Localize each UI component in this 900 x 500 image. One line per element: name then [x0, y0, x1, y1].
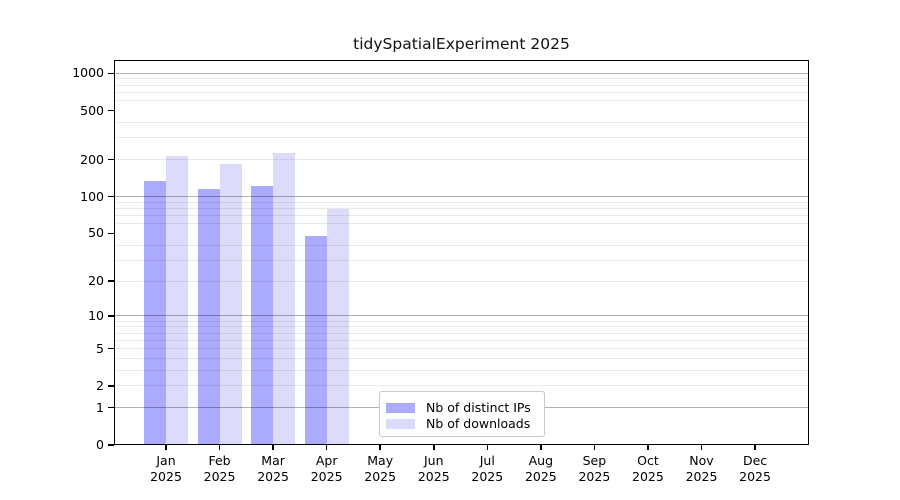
y-axis-label: 0 — [96, 437, 104, 452]
gridline-decade — [115, 315, 808, 317]
bar-distinct-ips — [197, 188, 220, 444]
x-axis-tick — [486, 445, 489, 450]
x-axis-label: Dec 2025 — [739, 453, 771, 484]
y-axis-label: 100 — [80, 188, 104, 204]
y-axis-label: 10 — [88, 307, 104, 323]
legend-item-downloads: Nb of downloads — [386, 416, 534, 431]
y-axis-tick — [108, 232, 114, 235]
bar-downloads — [219, 163, 242, 444]
gridline-minor — [115, 215, 808, 217]
x-axis-label: Oct 2025 — [632, 453, 664, 484]
x-axis-tick — [593, 445, 596, 450]
legend-item-distinct-ips: Nb of distinct IPs — [386, 400, 534, 415]
gridline-minor — [115, 244, 808, 246]
x-axis-tick — [272, 445, 274, 450]
x-axis-tick — [647, 445, 649, 450]
gridline-minor — [115, 201, 808, 203]
gridline-minor — [115, 159, 808, 161]
gridline-minor — [115, 208, 808, 210]
y-axis-tick — [108, 195, 114, 198]
x-axis-tick — [165, 445, 167, 450]
legend-label-downloads: Nb of downloads — [426, 416, 531, 431]
gridline-minor — [115, 348, 808, 350]
gridline-minor — [115, 385, 808, 387]
bar-distinct-ips — [304, 235, 327, 444]
gridline-minor — [115, 280, 808, 282]
x-axis-label: Jul 2025 — [471, 453, 504, 484]
x-axis-tick — [433, 445, 435, 450]
x-axis-tick — [218, 445, 221, 450]
y-axis-label: 500 — [80, 102, 104, 118]
x-axis-label: Nov 2025 — [685, 453, 718, 484]
y-axis-tick — [108, 158, 114, 161]
gridline-minor — [115, 122, 808, 124]
x-axis-tick — [754, 445, 756, 450]
gridline-minor — [115, 326, 808, 328]
x-axis-label: Sep 2025 — [578, 453, 611, 484]
y-axis-label: 1 — [96, 399, 104, 415]
y-axis-label: 50 — [88, 225, 104, 241]
gridline-minor — [115, 320, 808, 322]
x-axis-label: Apr 2025 — [310, 453, 343, 484]
x-axis-label: Feb 2025 — [203, 453, 236, 484]
legend-label-distinct-ips: Nb of distinct IPs — [426, 400, 531, 415]
x-axis-label: Jun 2025 — [417, 453, 450, 484]
gridline-minor — [115, 78, 808, 80]
legend: Nb of distinct IPs Nb of downloads — [379, 391, 545, 437]
x-axis-tick — [379, 445, 381, 450]
bar-distinct-ips — [144, 181, 166, 444]
x-axis-label: Aug 2025 — [524, 453, 557, 484]
y-axis-label: 20 — [88, 273, 104, 289]
y-axis-tick — [108, 72, 114, 75]
bar-downloads — [326, 208, 349, 444]
y-axis-tick — [108, 385, 114, 387]
x-axis-tick — [325, 445, 328, 450]
y-axis-label: 1000 — [72, 65, 104, 81]
gridline-decade — [115, 72, 808, 74]
y-axis-label: 200 — [80, 151, 104, 167]
gridline-decade — [115, 196, 808, 198]
y-axis-tick — [108, 406, 114, 409]
x-axis-label: May 2025 — [364, 453, 397, 484]
gridline-minor — [115, 100, 808, 102]
x-axis-label: Mar 2025 — [257, 453, 289, 484]
y-axis-label: 2 — [96, 377, 104, 393]
y-axis-tick — [108, 109, 114, 112]
y-axis-tick — [108, 347, 114, 350]
gridline-minor — [115, 357, 808, 359]
x-axis-tick — [700, 445, 703, 450]
legend-swatch-distinct-ips — [386, 402, 415, 413]
bar-distinct-ips — [251, 186, 274, 444]
gridline-minor — [115, 339, 808, 341]
x-axis-tick — [540, 445, 542, 450]
gridline-minor — [115, 223, 808, 225]
y-axis-tick — [108, 280, 114, 282]
y-axis-tick — [108, 315, 114, 317]
plot-area — [114, 60, 809, 445]
gridline-minor — [115, 259, 808, 261]
bar-downloads — [273, 153, 296, 444]
legend-swatch-downloads — [386, 418, 415, 429]
bar-downloads — [166, 155, 188, 444]
chart-title: tidySpatialExperiment 2025 — [353, 35, 570, 53]
x-axis-label: Jan 2025 — [150, 453, 182, 484]
gridline-minor — [115, 137, 808, 139]
gridline-minor — [115, 84, 808, 86]
y-axis-label: 5 — [96, 340, 104, 356]
gridline-minor — [115, 332, 808, 334]
gridline-minor — [115, 369, 808, 371]
gridline-minor — [115, 91, 808, 93]
y-axis-tick — [108, 444, 114, 446]
